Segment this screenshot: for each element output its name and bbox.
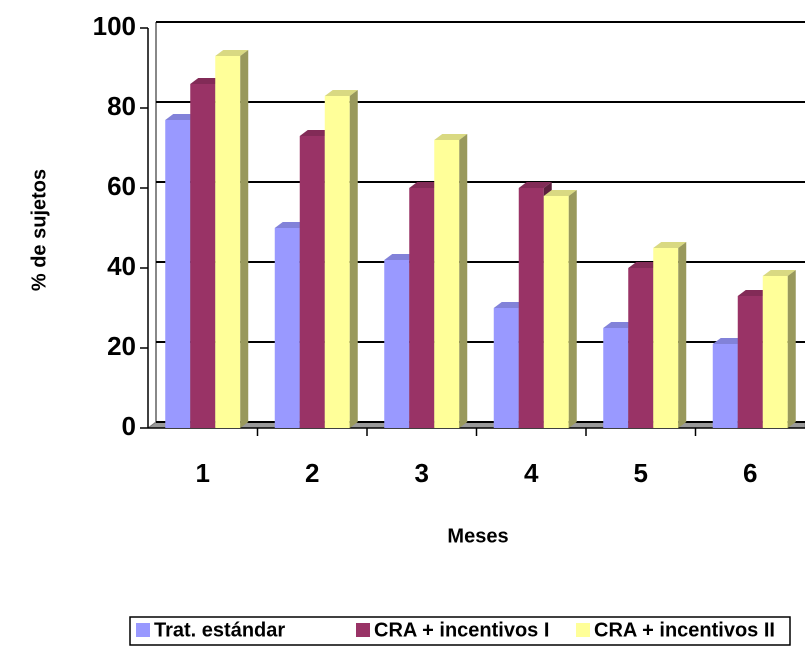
bar-top <box>434 134 468 140</box>
x-tick-label: 4 <box>524 458 539 488</box>
y-axis-label: % de sujetos <box>28 169 50 291</box>
x-tick-label: 6 <box>743 458 757 488</box>
bar <box>762 270 796 428</box>
bar-front <box>190 84 216 428</box>
bar-front <box>274 228 300 428</box>
y-tick-label: 20 <box>107 331 136 361</box>
legend-label: CRA + incentivos I <box>374 619 549 641</box>
legend-label: Trat. estándar <box>154 619 285 641</box>
bar-side <box>349 90 358 428</box>
x-tick-label: 1 <box>196 458 210 488</box>
bar-front <box>299 136 325 428</box>
bar-top <box>165 114 199 120</box>
bar-front <box>653 248 679 428</box>
y-tick-label: 40 <box>107 251 136 281</box>
bar-top <box>628 262 662 268</box>
y-tick-label: 0 <box>122 411 136 441</box>
bar <box>434 134 468 428</box>
bar-front <box>603 328 629 428</box>
legend-box <box>129 616 791 646</box>
bar <box>543 190 577 428</box>
bar-top <box>384 254 418 260</box>
bar-top <box>737 290 771 296</box>
legend-swatch <box>136 623 150 637</box>
bar <box>324 90 358 428</box>
bar-front <box>165 120 191 428</box>
bar-top <box>493 302 527 308</box>
bar-front <box>762 276 788 428</box>
bar-side <box>678 242 687 428</box>
y-tick-label: 100 <box>93 11 136 41</box>
bar <box>274 222 308 428</box>
legend-label: CRA + incentivos II <box>594 619 775 641</box>
bar-top <box>190 78 224 84</box>
y-tick-label: 60 <box>107 171 136 201</box>
y-tick-label: 80 <box>107 91 136 121</box>
bar-front <box>737 296 763 428</box>
bar-top <box>518 182 552 188</box>
bar-top <box>215 50 249 56</box>
bar-top <box>409 182 443 188</box>
bar-front <box>215 56 241 428</box>
bar-front <box>518 188 544 428</box>
bar-front <box>493 308 519 428</box>
bar-top <box>762 270 796 276</box>
bar-front <box>324 96 350 428</box>
bar-side <box>787 270 796 428</box>
x-axis-label: Meses <box>447 525 508 547</box>
bar-side <box>459 134 468 428</box>
bar-side <box>568 190 577 428</box>
bar-top <box>603 322 637 328</box>
bar-front <box>409 188 435 428</box>
x-tick-label: 3 <box>415 458 429 488</box>
bar-side <box>240 50 249 428</box>
bar-front <box>434 140 460 428</box>
bar-front <box>628 268 654 428</box>
bar-top <box>299 130 333 136</box>
x-tick-label: 2 <box>305 458 319 488</box>
bar-top <box>324 90 358 96</box>
bar-front <box>384 260 410 428</box>
bar-top <box>712 338 746 344</box>
bar-front <box>712 344 738 428</box>
bar-top <box>543 190 577 196</box>
bar-front <box>543 196 569 428</box>
legend-swatch <box>576 623 590 637</box>
bar-top <box>653 242 687 248</box>
bar <box>215 50 249 428</box>
x-tick-label: 5 <box>634 458 648 488</box>
bar <box>653 242 687 428</box>
legend-swatch <box>356 623 370 637</box>
bar-top <box>274 222 308 228</box>
